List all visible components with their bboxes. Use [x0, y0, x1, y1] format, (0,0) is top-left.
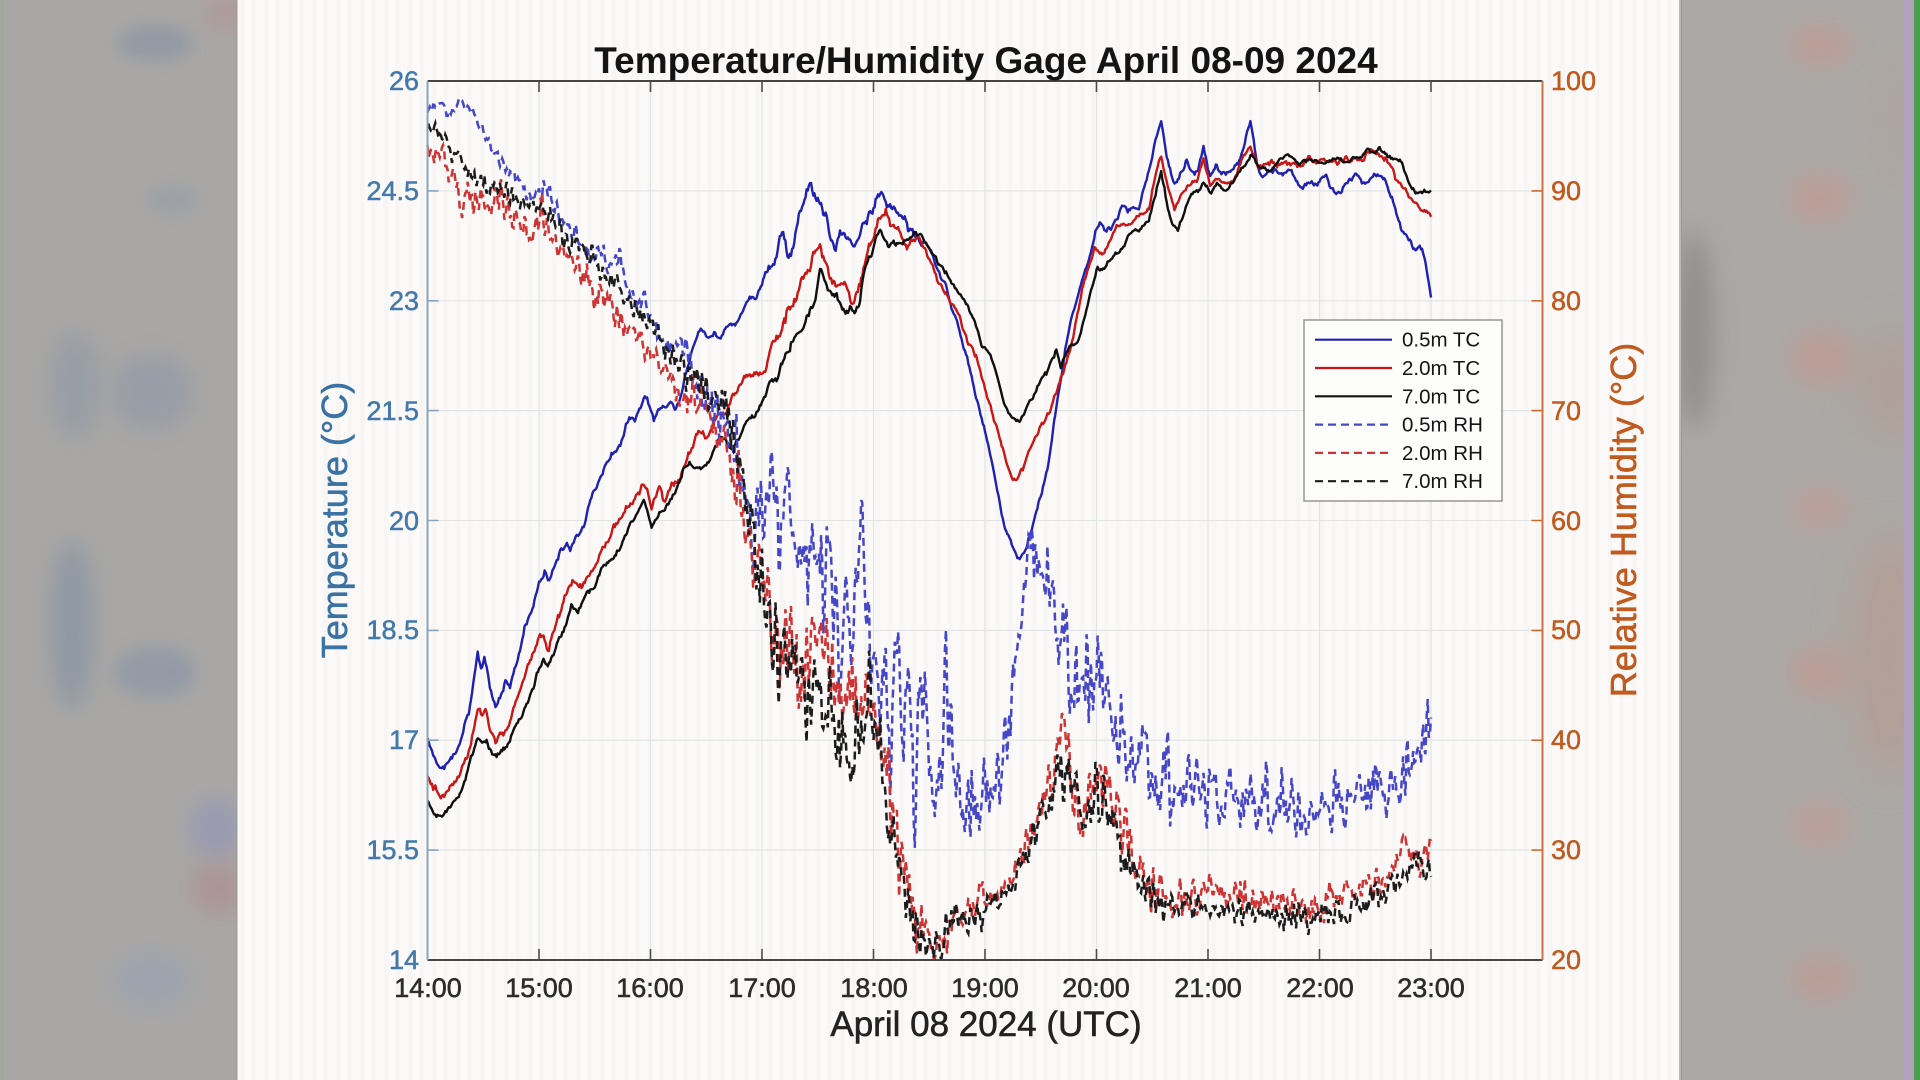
svg-text:21.5: 21.5 [366, 396, 419, 426]
svg-text:23: 23 [389, 286, 419, 316]
svg-text:2.0m RH: 2.0m RH [1402, 442, 1483, 465]
svg-text:18:00: 18:00 [840, 973, 908, 1003]
svg-text:90: 90 [1551, 176, 1581, 206]
svg-text:24.5: 24.5 [366, 176, 419, 206]
svg-text:50: 50 [1551, 615, 1581, 645]
svg-text:20: 20 [1551, 945, 1581, 975]
svg-text:0.5m RH: 0.5m RH [1402, 414, 1483, 437]
svg-text:Temperature (°C): Temperature (°C) [314, 382, 355, 658]
svg-text:20:00: 20:00 [1062, 973, 1130, 1003]
svg-text:17: 17 [389, 725, 419, 755]
svg-text:18.5: 18.5 [366, 615, 419, 645]
svg-text:23:00: 23:00 [1397, 973, 1465, 1003]
svg-text:7.0m RH: 7.0m RH [1402, 470, 1483, 493]
svg-text:70: 70 [1551, 396, 1581, 426]
svg-text:16:00: 16:00 [616, 973, 684, 1003]
svg-text:60: 60 [1551, 506, 1581, 536]
svg-text:April 08 2024 (UTC): April 08 2024 (UTC) [830, 1005, 1141, 1044]
svg-text:19:00: 19:00 [951, 973, 1019, 1003]
svg-text:14:00: 14:00 [394, 973, 462, 1003]
svg-text:100: 100 [1551, 66, 1596, 96]
svg-text:Temperature/Humidity Gage Apri: Temperature/Humidity Gage April 08-09 20… [594, 40, 1378, 81]
svg-text:Relative Humidity (°C): Relative Humidity (°C) [1603, 343, 1644, 697]
svg-text:20: 20 [389, 506, 419, 536]
svg-text:26: 26 [389, 66, 419, 96]
svg-text:14: 14 [389, 945, 419, 975]
svg-text:40: 40 [1551, 725, 1581, 755]
svg-text:30: 30 [1551, 835, 1581, 865]
svg-text:0.5m TC: 0.5m TC [1402, 329, 1480, 352]
svg-text:21:00: 21:00 [1174, 973, 1242, 1003]
svg-text:80: 80 [1551, 286, 1581, 316]
svg-text:15.5: 15.5 [366, 835, 419, 865]
svg-text:2.0m TC: 2.0m TC [1402, 357, 1480, 380]
svg-text:22:00: 22:00 [1286, 973, 1354, 1003]
svg-text:7.0m TC: 7.0m TC [1402, 385, 1480, 408]
svg-text:15:00: 15:00 [505, 973, 573, 1003]
svg-text:17:00: 17:00 [728, 973, 796, 1003]
